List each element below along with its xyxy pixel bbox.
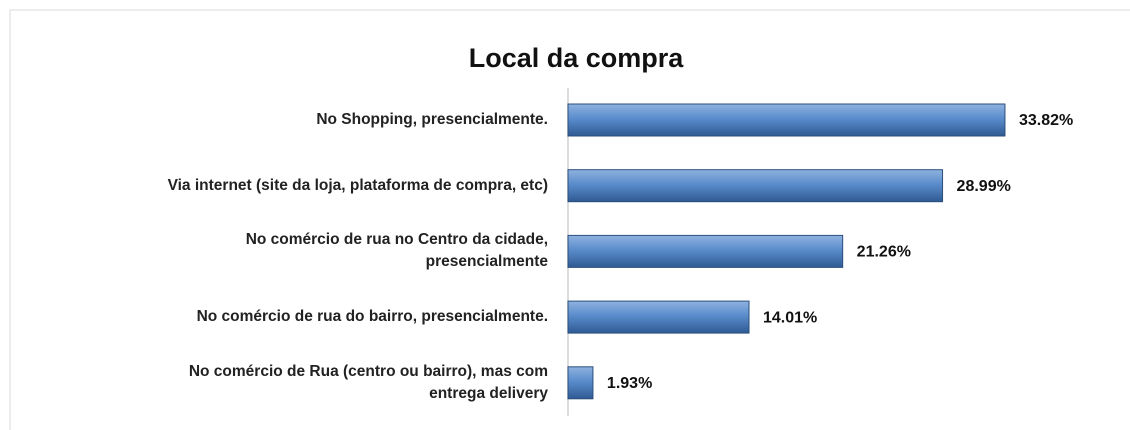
bar — [567, 234, 844, 268]
bar — [567, 300, 750, 334]
bar — [567, 103, 1006, 137]
value-label: 28.99% — [957, 178, 1011, 195]
bar — [567, 169, 944, 203]
category-label: Via internet (site da loja, plataforma d… — [167, 176, 548, 194]
category-label: No comércio de rua no Centro da cidade, … — [245, 231, 548, 271]
value-label: 1.93% — [607, 375, 652, 392]
value-label: 21.26% — [857, 244, 911, 261]
category-label: No comércio de Rua (centro ou bairro), m… — [188, 362, 548, 402]
category-label: No comércio de rua do bairro, presencial… — [196, 308, 548, 326]
chart-title: Local da compra — [469, 43, 685, 73]
bar — [567, 366, 594, 400]
chart-border — [9, 9, 1130, 430]
value-label: 33.82% — [1019, 112, 1073, 129]
category-label: No Shopping, presencialmente. — [316, 111, 548, 128]
value-label: 14.01% — [763, 309, 817, 326]
